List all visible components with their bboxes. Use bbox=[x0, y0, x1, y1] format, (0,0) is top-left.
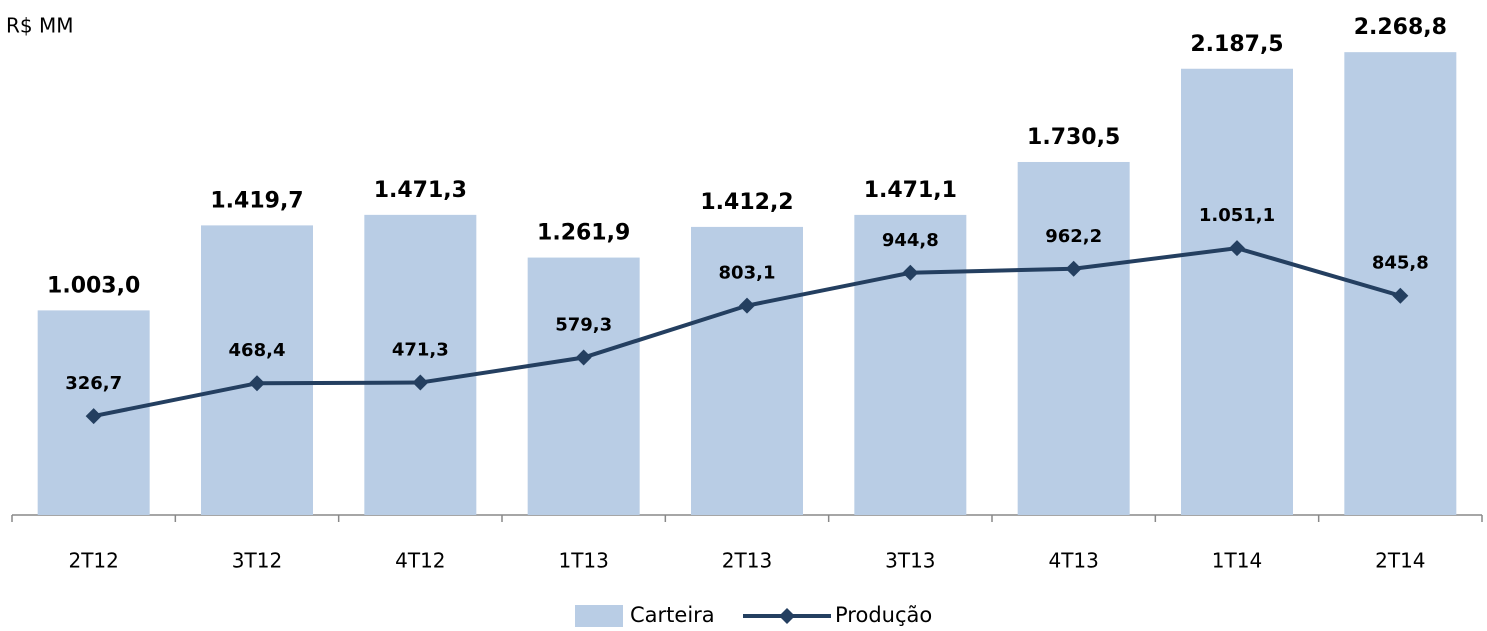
line-label: 803,1 bbox=[719, 263, 776, 284]
bar bbox=[691, 226, 803, 515]
marker bbox=[1392, 287, 1409, 304]
marker bbox=[739, 297, 755, 314]
line-label: 962,2 bbox=[1045, 226, 1102, 247]
x-tick-label: 4T12 bbox=[395, 549, 445, 573]
line-label: 1.051,1 bbox=[1199, 205, 1275, 226]
bar bbox=[1181, 68, 1293, 515]
bar bbox=[364, 214, 477, 515]
x-tick-label: 3T12 bbox=[232, 549, 282, 573]
x-tick-label: 3T13 bbox=[885, 549, 935, 573]
marker bbox=[902, 264, 919, 281]
marker bbox=[249, 375, 265, 392]
bar-label: 1.003,0 bbox=[47, 273, 140, 298]
line-label: 468,4 bbox=[229, 340, 286, 361]
bar bbox=[854, 214, 967, 515]
line-label: 326,7 bbox=[65, 373, 122, 394]
marker bbox=[1065, 260, 1082, 277]
x-tick-label: 2T14 bbox=[1375, 549, 1425, 573]
x-tick-label: 2T12 bbox=[68, 549, 118, 573]
bar-label: 1.730,5 bbox=[1027, 125, 1120, 150]
bar-label: 1.419,7 bbox=[210, 188, 303, 213]
x-tick-label: 1T13 bbox=[558, 549, 608, 573]
line-label: 579,3 bbox=[555, 315, 612, 336]
marker bbox=[1229, 240, 1245, 257]
marker bbox=[85, 408, 102, 425]
x-tick-label: 2T13 bbox=[722, 549, 772, 573]
x-tick-label: 1T14 bbox=[1212, 549, 1262, 573]
bar bbox=[1017, 161, 1130, 515]
x-tick-label: 4T13 bbox=[1048, 549, 1098, 573]
bar bbox=[527, 257, 640, 515]
y-axis-label: R$ MM bbox=[6, 14, 74, 38]
bar-label: 1.261,9 bbox=[537, 221, 630, 246]
legend-marker bbox=[779, 608, 795, 624]
legend-swatch bbox=[575, 605, 623, 627]
line-label: 471,3 bbox=[392, 340, 449, 361]
marker bbox=[575, 349, 592, 366]
bar bbox=[201, 225, 313, 515]
bar-label: 2.187,5 bbox=[1190, 32, 1283, 57]
line-label: 944,8 bbox=[882, 230, 939, 251]
bar-label: 1.471,1 bbox=[864, 178, 957, 203]
bar-label: 1.412,2 bbox=[700, 190, 793, 215]
marker bbox=[412, 374, 429, 391]
legend-label: Carteira bbox=[630, 603, 715, 627]
line-label: 845,8 bbox=[1372, 253, 1429, 274]
bar-label: 2.268,8 bbox=[1354, 15, 1447, 40]
legend-label: Produção bbox=[835, 603, 932, 627]
bar-label: 1.471,3 bbox=[374, 178, 467, 203]
